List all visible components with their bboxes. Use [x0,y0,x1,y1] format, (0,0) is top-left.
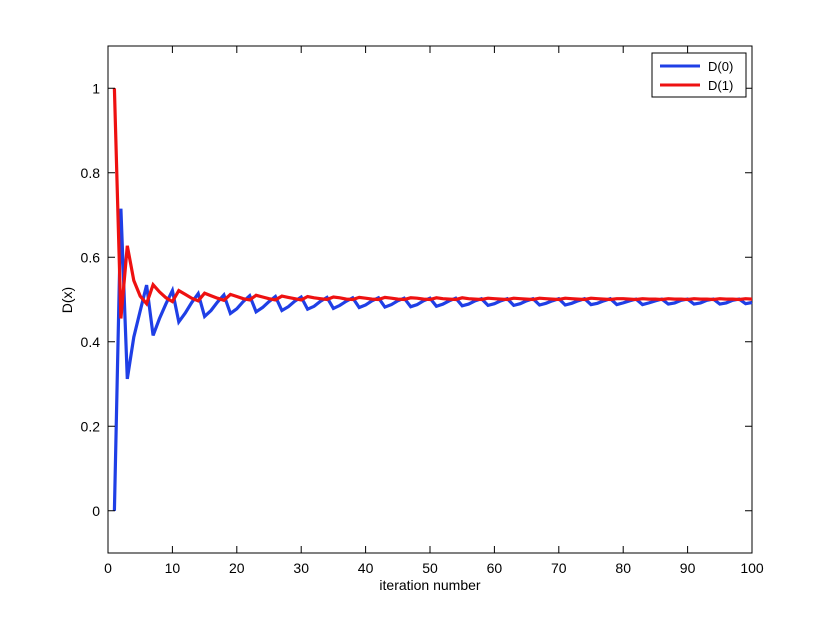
x-tick-label: 90 [680,560,696,576]
series-layer [112,88,753,511]
legend-label-d0: D(0) [708,59,733,74]
x-axis-label: iteration number [379,577,481,593]
y-tick-label: 1 [92,80,100,96]
x-tick-label: 70 [551,560,567,576]
x-tick-label: 40 [358,560,374,576]
legend: D(0) D(1) [651,52,747,98]
series-line-d1 [112,88,753,319]
y-tick-label: 0.2 [81,418,101,434]
legend-box [651,52,747,98]
x-tick-label: 100 [740,560,764,576]
x-tick-label: 20 [229,560,245,576]
x-tick-label: 0 [104,560,112,576]
y-tick-label: 0.8 [81,165,101,181]
y-tick-label: 0.4 [81,334,101,350]
x-tick-label: 80 [615,560,631,576]
legend-label-d1: D(1) [708,78,733,93]
y-tick-label: 0 [92,503,100,519]
x-tick-label: 30 [293,560,309,576]
x-tick-label: 50 [422,560,438,576]
y-tick-label: 0.6 [81,249,101,265]
y-axis-label: D(x) [59,287,75,313]
x-tick-label: 60 [487,560,503,576]
x-tick-label: 10 [165,560,181,576]
ticks-layer: 0 10 20 30 40 50 60 70 80 90 100 0 0.2 0.4 0.6 0.8 1 [81,46,764,576]
